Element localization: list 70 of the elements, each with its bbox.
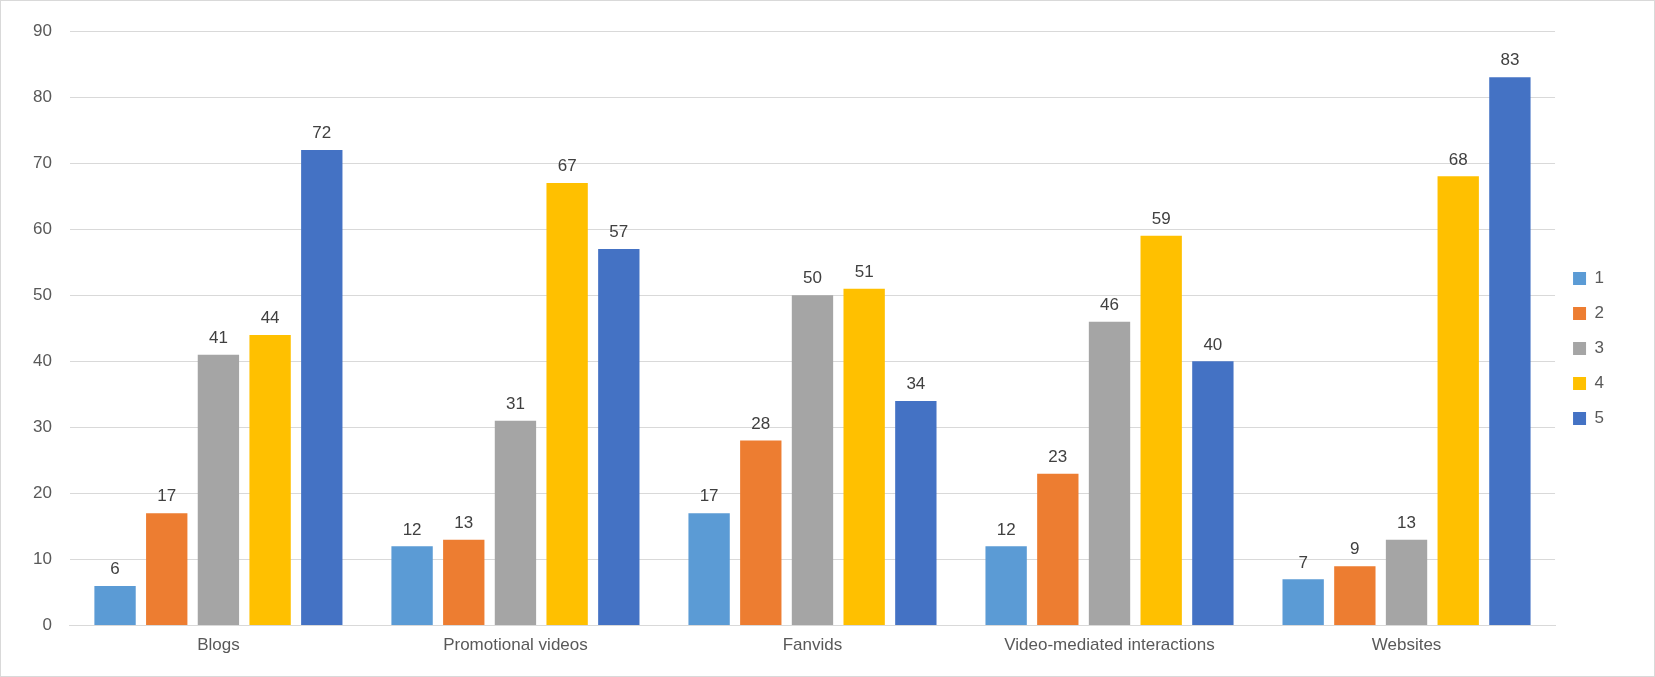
- data-label: 83: [1500, 50, 1520, 70]
- data-label: 31: [505, 393, 525, 413]
- y-tick-label: 50: [32, 284, 52, 304]
- legend-label: 3: [1594, 338, 1605, 358]
- y-tick-label: 10: [32, 549, 52, 569]
- bar: [1334, 566, 1376, 626]
- data-label: 34: [906, 374, 926, 394]
- bar: [1282, 579, 1324, 626]
- bar: [1192, 361, 1234, 626]
- bar: [494, 420, 537, 626]
- bar: [1385, 539, 1428, 626]
- x-tick-label: Blogs: [197, 635, 240, 655]
- bar: [985, 546, 1027, 626]
- data-label: 41: [208, 327, 228, 347]
- data-label: 13: [454, 512, 474, 532]
- legend-label: 2: [1594, 303, 1605, 323]
- data-label: 13: [1397, 512, 1416, 532]
- bar: [1140, 235, 1182, 626]
- y-tick-label: 30: [32, 417, 52, 437]
- y-tick-label: 20: [32, 483, 52, 503]
- data-label: 51: [854, 261, 874, 281]
- bar: [146, 513, 188, 626]
- data-label: 23: [1048, 446, 1068, 466]
- y-tick-label: 0: [42, 615, 52, 635]
- data-label: 72: [312, 123, 332, 143]
- bar: [197, 354, 240, 626]
- data-label: 12: [996, 519, 1016, 539]
- y-tick-label: 70: [32, 152, 52, 172]
- y-tick-label: 40: [32, 351, 52, 371]
- bar: [598, 249, 640, 626]
- bar: [94, 585, 136, 626]
- data-label: 28: [751, 413, 771, 433]
- bar: [1037, 473, 1079, 626]
- bar: [1489, 77, 1531, 626]
- y-tick-label: 80: [32, 86, 52, 106]
- bar: [546, 182, 588, 626]
- data-label: 17: [699, 486, 719, 506]
- bar: [791, 295, 834, 626]
- data-label: 57: [609, 222, 629, 242]
- data-label: 44: [260, 308, 280, 328]
- data-label: 50: [803, 268, 822, 288]
- bar: [249, 334, 291, 626]
- x-tick-label: Websites: [1371, 635, 1442, 655]
- y-tick-label: 90: [32, 20, 52, 40]
- bar: [843, 288, 885, 626]
- data-label: 9: [1350, 539, 1360, 559]
- data-label: 40: [1203, 334, 1223, 354]
- bar: [443, 539, 485, 626]
- y-tick-label: 60: [32, 218, 52, 238]
- x-tick-label: Fanvids: [782, 635, 843, 655]
- bar: [1437, 176, 1479, 626]
- x-tick-label: Video-mediated interactions: [1004, 635, 1215, 655]
- data-label: 17: [157, 486, 177, 506]
- data-label: 67: [557, 156, 577, 176]
- data-label: 46: [1100, 294, 1119, 314]
- data-label: 12: [402, 519, 422, 539]
- legend-label: 1: [1594, 268, 1605, 288]
- data-label: 6: [110, 559, 120, 579]
- bar: [740, 440, 782, 626]
- bar: [895, 400, 937, 626]
- bar: [1088, 321, 1131, 626]
- legend-label: 5: [1594, 408, 1605, 428]
- legend-label: 4: [1594, 373, 1605, 393]
- bar: [301, 149, 343, 626]
- data-label: 68: [1448, 149, 1468, 169]
- data-label: 7: [1298, 552, 1308, 572]
- bar: [391, 546, 433, 626]
- x-tick-label: Promotional videos: [443, 635, 588, 655]
- data-label: 59: [1151, 208, 1171, 228]
- bar: [688, 513, 730, 626]
